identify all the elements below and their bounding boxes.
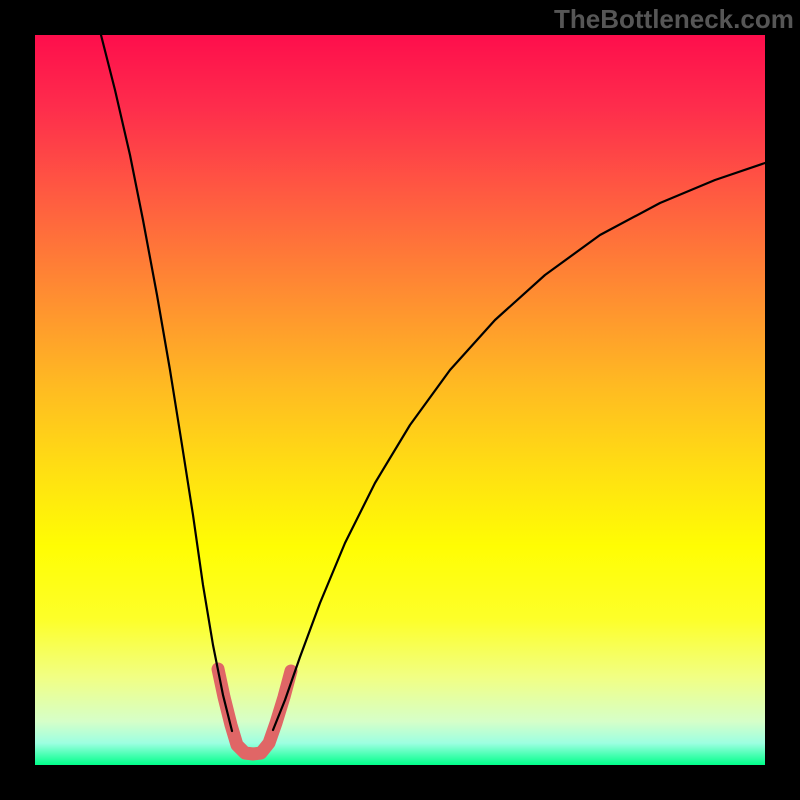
border-bottom xyxy=(0,765,800,800)
chart-canvas xyxy=(0,0,800,800)
plot-background xyxy=(35,35,765,765)
border-left xyxy=(0,0,35,800)
border-right xyxy=(765,0,800,800)
watermark-text: TheBottleneck.com xyxy=(554,4,794,35)
